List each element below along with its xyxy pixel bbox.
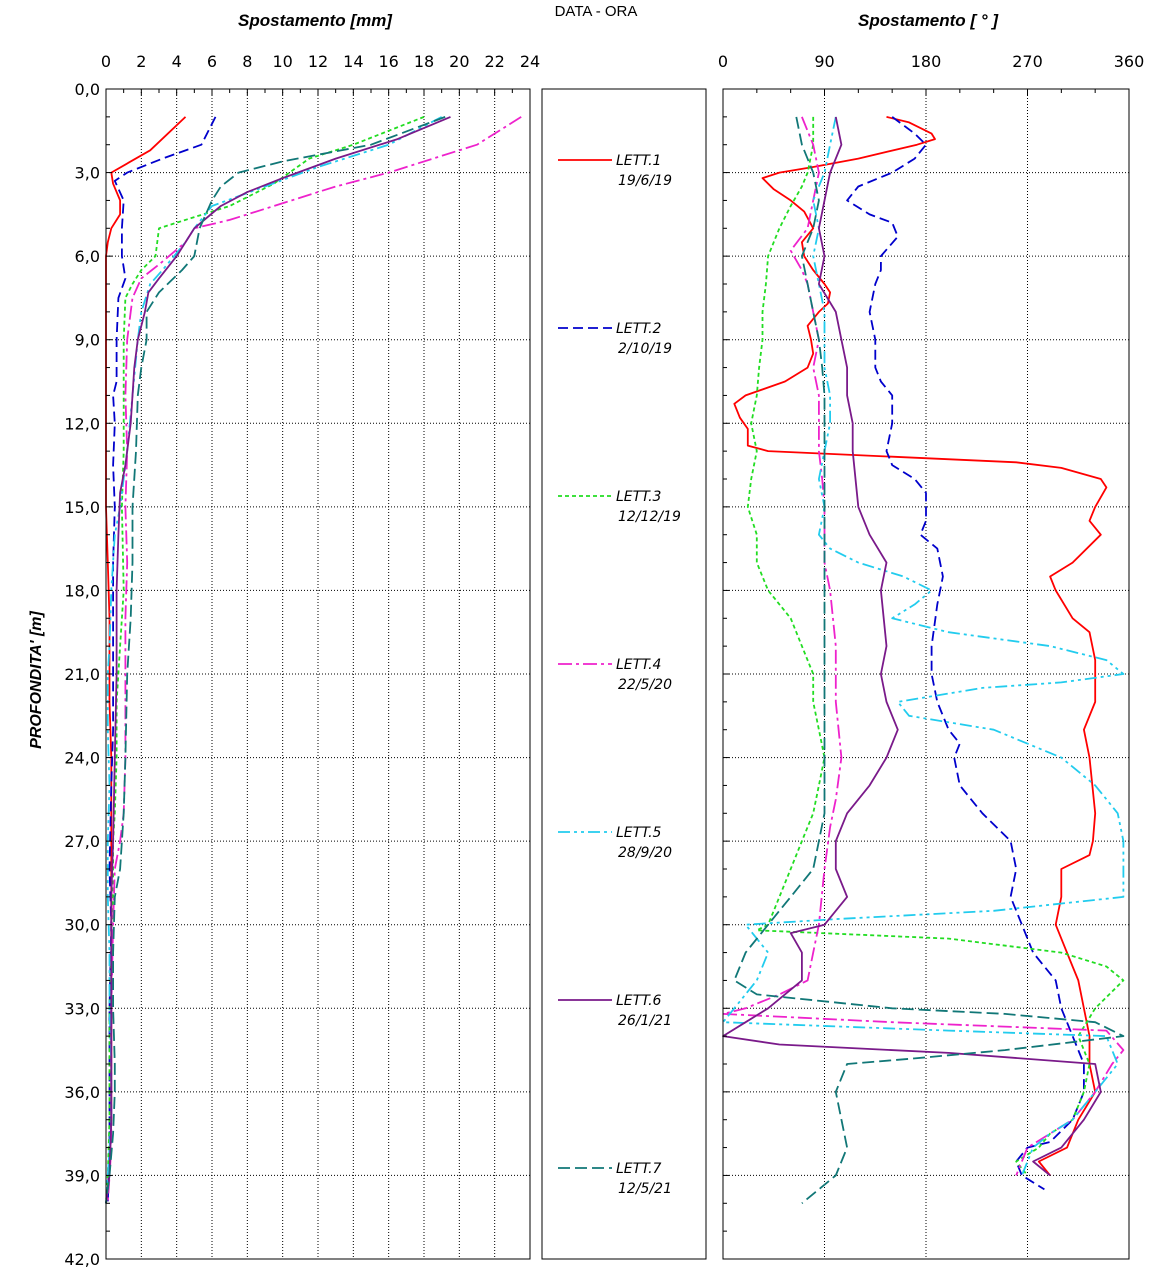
- legend-label-lett-4: LETT.4: [616, 657, 661, 673]
- right-grid: [723, 89, 1129, 1259]
- x-tick-label: 4: [172, 52, 182, 71]
- legend-label-lett-6: LETT.6: [616, 993, 662, 1009]
- x-tick-label: 6: [207, 52, 217, 71]
- y-tick-label: 33,0: [64, 999, 100, 1018]
- series-line-lett-5: [722, 116, 1125, 1176]
- series-line-lett-1: [105, 116, 187, 1204]
- left-grid: [106, 89, 530, 1259]
- legend-date-lett-7: 12/5/21: [618, 1181, 672, 1197]
- x-tick-label: 14: [343, 52, 363, 71]
- y-tick-label: 6,0: [75, 247, 100, 266]
- legend-label-lett-5: LETT.5: [616, 825, 662, 841]
- x-tick-label: 20: [449, 52, 469, 71]
- legend-date-lett-5: 28/9/20: [618, 845, 672, 861]
- series-line-lett-2: [846, 116, 1085, 1191]
- legend-label-lett-3: LETT.3: [616, 489, 661, 505]
- y-tick-label: 30,0: [64, 916, 100, 935]
- legend-date-lett-6: 26/1/21: [618, 1013, 672, 1029]
- x-tick-label: 0: [718, 52, 728, 71]
- series-line-lett-3: [746, 116, 1125, 1176]
- x-tick-label: 22: [484, 52, 504, 71]
- series-line-lett-6: [105, 116, 451, 1204]
- x-tick-label: 24: [520, 52, 540, 71]
- x-tick-label: 180: [911, 52, 942, 71]
- x-tick-label: 90: [814, 52, 834, 71]
- y-tick-label: 24,0: [64, 749, 100, 768]
- y-tick-label: 39,0: [64, 1166, 100, 1185]
- legend-label-lett-7: LETT.7: [616, 1161, 662, 1177]
- x-tick-label: 16: [378, 52, 398, 71]
- y-tick-label: 42,0: [64, 1250, 100, 1269]
- y-tick-label: 15,0: [64, 498, 100, 517]
- depth-axis-label: PROFONDITA' [m]: [28, 610, 45, 748]
- series-line-lett-1: [733, 116, 1108, 1176]
- legend-date-lett-4: 22/5/20: [618, 677, 672, 693]
- y-tick-label: 3,0: [75, 164, 100, 183]
- legend-date-lett-3: 12/12/19: [618, 509, 681, 525]
- series-line-lett-2: [106, 116, 217, 1204]
- right-series-lines: [722, 116, 1125, 1204]
- y-tick-label: 0,0: [75, 80, 100, 99]
- y-tick-label: 21,0: [64, 665, 100, 684]
- x-tick-label: 8: [242, 52, 252, 71]
- x-tick-label: 18: [414, 52, 434, 71]
- series-line-lett-7: [105, 116, 446, 1204]
- y-tick-label: 18,0: [64, 581, 100, 600]
- x-tick-label: 12: [308, 52, 328, 71]
- x-tick-label: 0: [101, 52, 111, 71]
- left-ticks: 0 2 4 6 8 10 12 14 16 18 20 22 240,03,06,09,012,015,…: [64, 52, 540, 1269]
- x-tick-label: 2: [136, 52, 146, 71]
- legend-date-lett-1: 19/6/19: [618, 173, 672, 189]
- series-line-lett-4: [722, 116, 1125, 1176]
- x-tick-label: 10: [272, 52, 292, 71]
- legend: LETT.1 19/6/19 LETT.2 2/10/19 LETT.3 12/12/19…: [558, 153, 681, 1197]
- legend-date-lett-2: 2/10/19: [618, 341, 672, 357]
- series-line-lett-6: [722, 116, 1102, 1177]
- right-ticks: 0 90 180 270 360: [718, 52, 1145, 1260]
- date-time-header: DATA - ORA: [555, 3, 638, 20]
- displacement-mm-title: Spostamento [mm]: [238, 11, 393, 30]
- legend-label-lett-1: LETT.1: [616, 153, 661, 169]
- y-tick-label: 36,0: [64, 1083, 100, 1102]
- y-tick-label: 27,0: [64, 832, 100, 851]
- x-tick-label: 270: [1012, 52, 1043, 71]
- series-line-lett-5: [105, 116, 443, 1204]
- y-tick-label: 9,0: [75, 331, 100, 350]
- x-tick-label: 360: [1114, 52, 1145, 71]
- displacement-deg-title: Spostamento [ ° ]: [858, 11, 999, 30]
- series-line-lett-7: [733, 116, 1125, 1204]
- legend-label-lett-2: LETT.2: [616, 321, 662, 337]
- y-tick-label: 12,0: [64, 414, 100, 433]
- legend-box: [541, 88, 707, 1260]
- left-series-lines: [105, 116, 522, 1204]
